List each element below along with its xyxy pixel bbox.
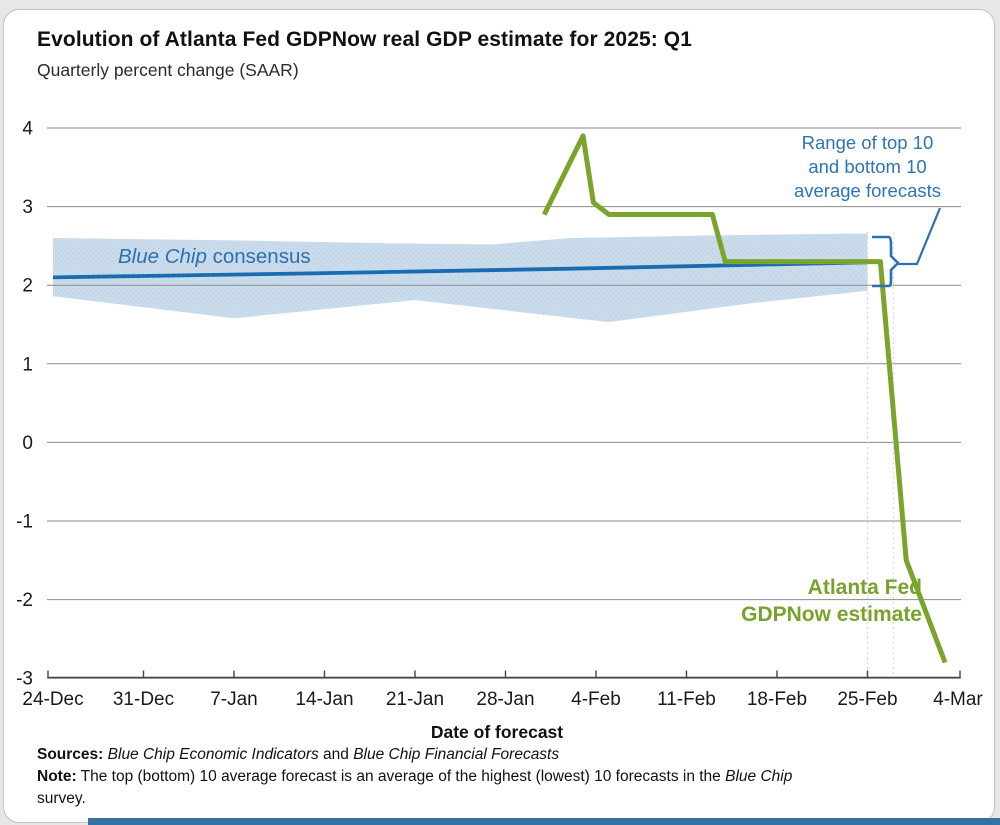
y-tick-label: 3 (22, 197, 33, 218)
x-tick-label: 24-Dec (22, 689, 83, 710)
x-axis-title: Date of forecast (430, 722, 564, 742)
sources-title-1: Blue Chip Economic Indicators (107, 746, 319, 763)
y-tick-label: -1 (16, 512, 33, 533)
y-tick-label: 2 (22, 276, 33, 297)
blue-chip-consensus-label: Blue Chip consensus (118, 245, 311, 269)
forecast-range-band (53, 233, 868, 323)
chart-card (3, 9, 995, 823)
guide-lines (866, 232, 894, 677)
sources-and: and (318, 746, 354, 763)
tick-labels: 24-Dec 31-Dec 7-Jan 14-Jan 21-Jan 28-Jan 4-Feb… (16, 119, 983, 711)
y-tick-label: -3 (16, 669, 33, 690)
footnotes: Sources: Blue Chip Economic Indicators a… (37, 744, 857, 810)
bottom-accent-bar (88, 818, 1000, 825)
range-forecasts-label: Range of top 10 and bottom 10 average fo… (770, 131, 965, 203)
x-axis (47, 670, 961, 679)
y-tick-label: 0 (22, 433, 33, 454)
series-line (542, 133, 948, 664)
x-tick-label: 25-Feb (837, 689, 897, 710)
data-series (52, 133, 948, 664)
gdpnow-label-line1: Atlanta Fed (807, 576, 922, 599)
range-callout-line (898, 207, 942, 266)
x-tick-label: 31-Dec (113, 689, 174, 710)
blue-chip-range-band (53, 233, 868, 323)
x-tick-label: 4-Feb (571, 689, 621, 710)
sources-line: Sources: Blue Chip Economic Indicators a… (37, 744, 857, 766)
note-body: The top (bottom) 10 average forecast is … (76, 768, 726, 785)
gdpnow-estimate-label: Atlanta Fed GDPNow estimate (741, 574, 922, 628)
note-tail: survey. (37, 790, 86, 807)
note-label: Note: (37, 768, 77, 785)
range-label-line3: average forecasts (793, 180, 942, 201)
chart-subtitle: Quarterly percent change (SAAR) (37, 60, 299, 80)
range-label-line2: and bottom 10 (808, 156, 927, 177)
blue-chip-label-rest: consensus (206, 245, 311, 268)
series-line (52, 260, 868, 280)
chart-title: Evolution of Atlanta Fed GDPNow real GDP… (37, 28, 693, 51)
blue-chip-label-italic: Blue Chip (118, 245, 207, 268)
sources-title-2: Blue Chip Financial Forecasts (353, 746, 560, 763)
x-tick-label: 7-Jan (210, 689, 258, 710)
range-callout (872, 207, 942, 288)
x-tick-label: 18-Feb (747, 689, 807, 710)
note-italic: Blue Chip (725, 768, 793, 785)
x-tick-label: 28-Jan (476, 689, 534, 710)
gdpnow-label-line2: GDPNow estimate (741, 603, 922, 626)
x-axis-line (47, 670, 961, 679)
x-tick-label: 4-Mar (933, 689, 983, 710)
sources-label: Sources: (37, 746, 104, 763)
x-tick-label: 21-Jan (386, 689, 444, 710)
y-tick-label: -2 (16, 590, 33, 611)
x-tick-label: 11-Feb (657, 689, 716, 710)
y-tick-label: 1 (22, 354, 33, 375)
y-tick-label: 4 (22, 119, 33, 140)
range-label-line1: Range of top 10 (801, 132, 934, 153)
x-tick-label: 14-Jan (295, 689, 353, 710)
note-line: Note: The top (bottom) 10 average foreca… (37, 766, 857, 810)
